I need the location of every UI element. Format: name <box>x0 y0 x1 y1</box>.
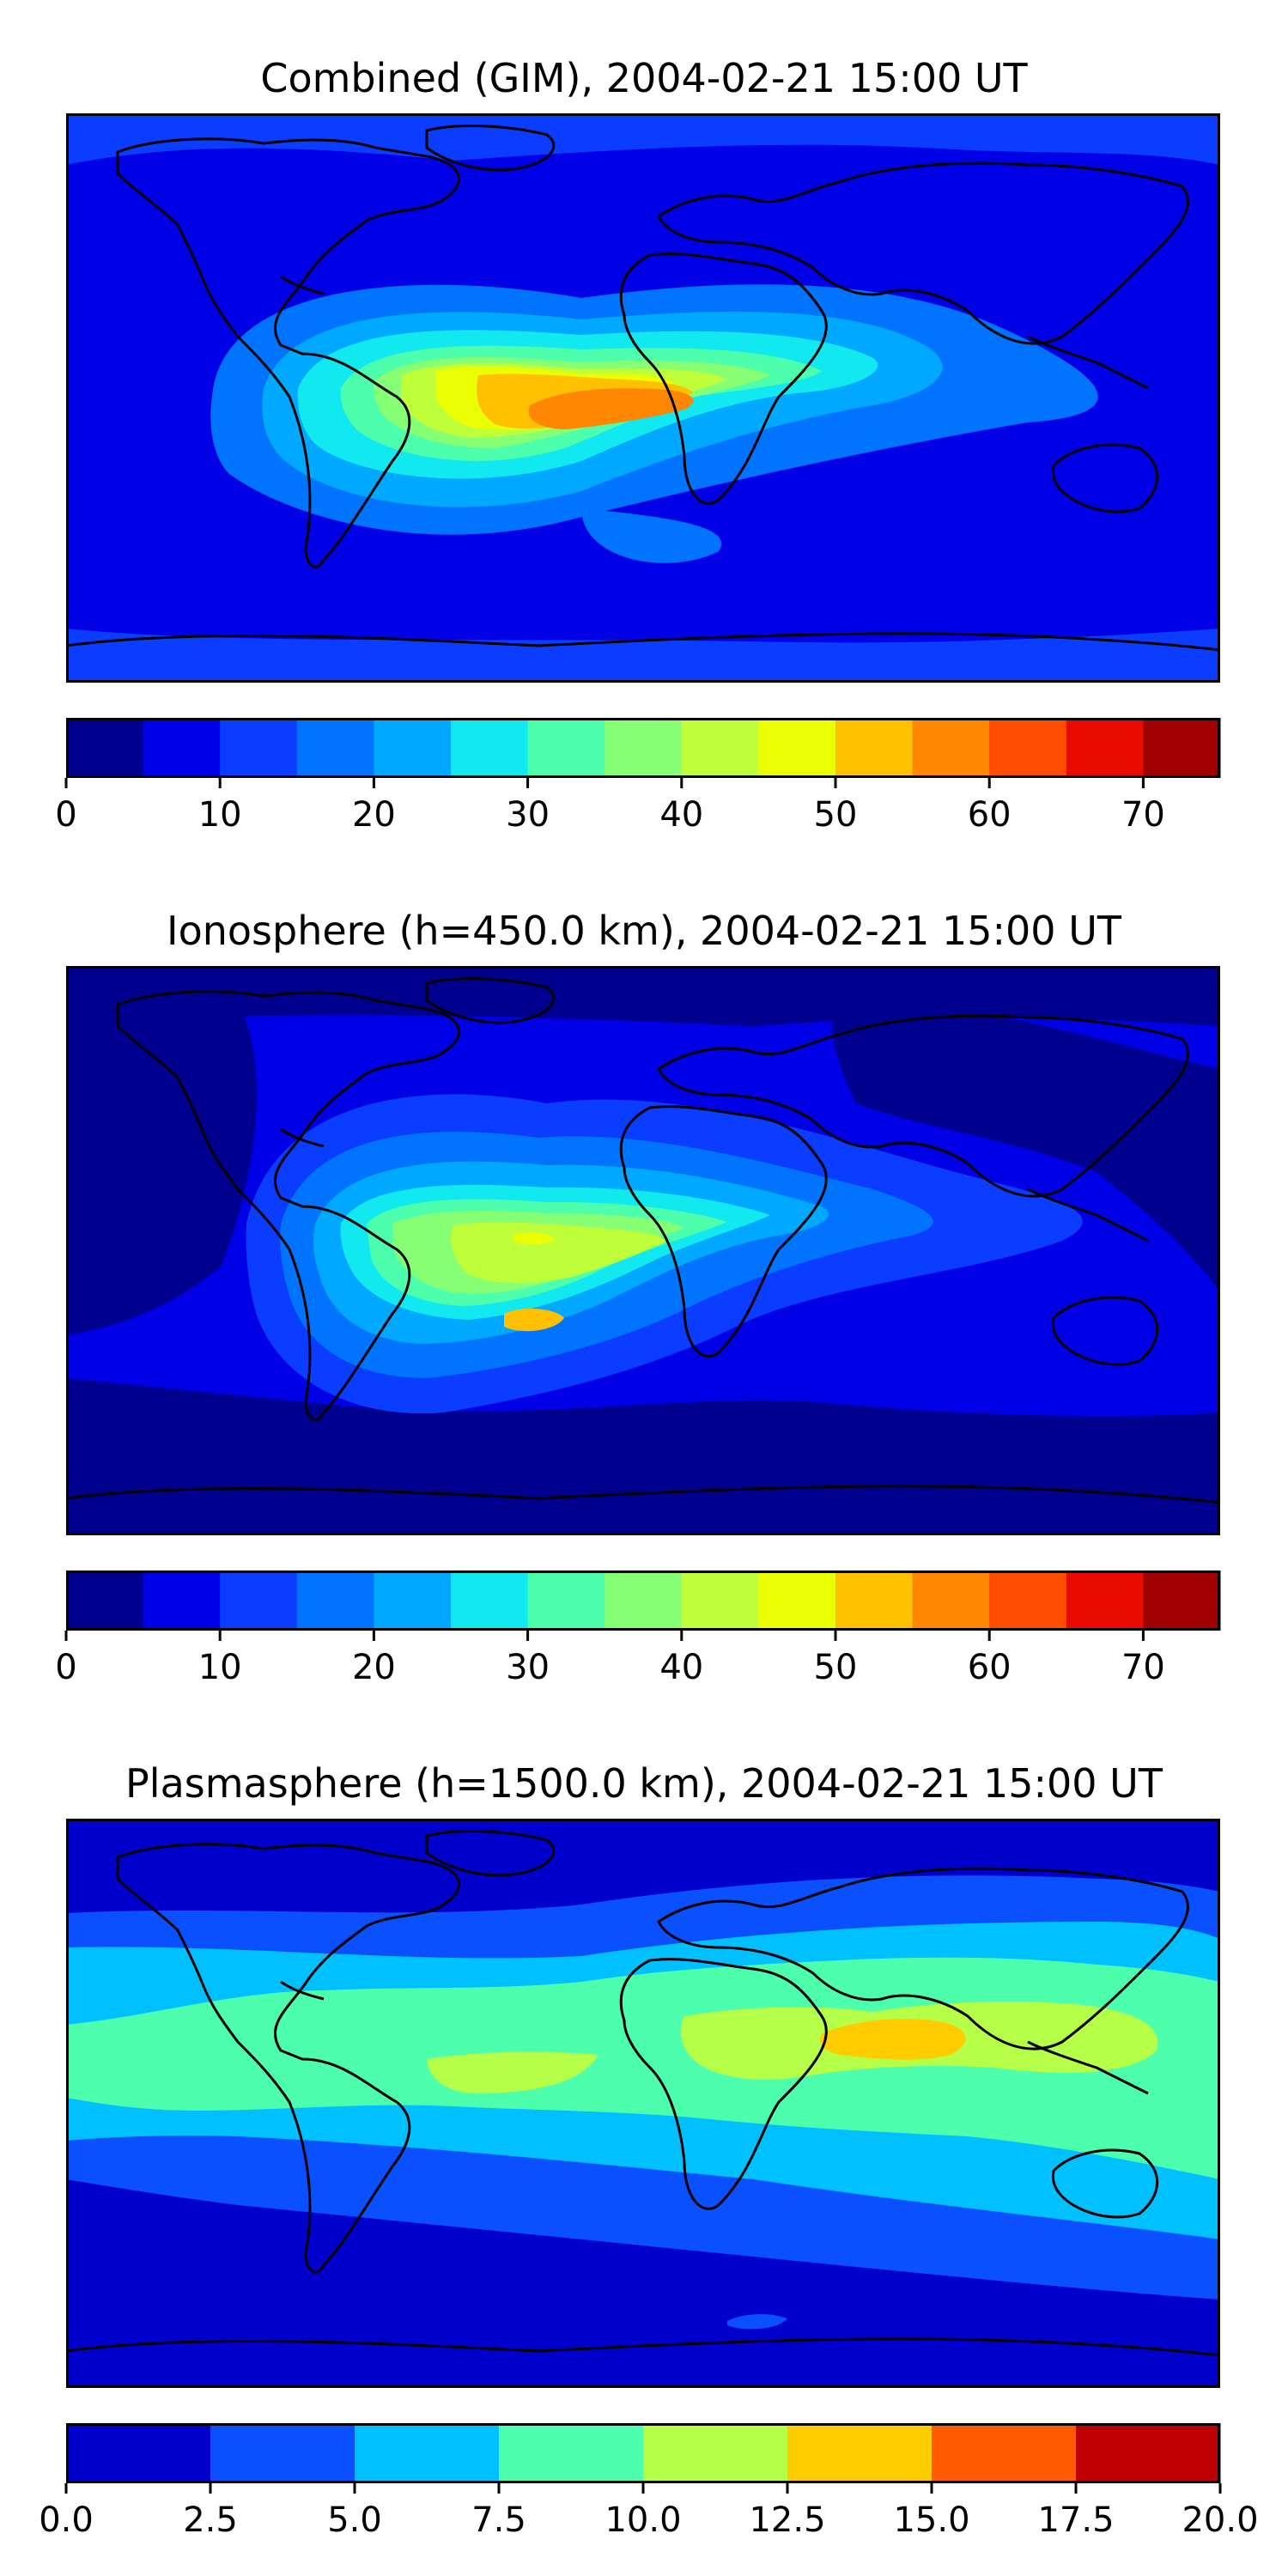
colorbar-tick-label: 70 <box>1121 1648 1165 1687</box>
colorbar-swatch <box>758 718 836 778</box>
colorbar-swatch <box>66 1571 144 1631</box>
colorbar-swatch <box>66 718 144 778</box>
colorbar-swatch <box>296 718 374 778</box>
colorbar-swatch <box>220 1571 298 1631</box>
colorbar-swatch <box>1143 1571 1221 1631</box>
colorbar-swatch <box>210 2423 355 2483</box>
colorbar-swatch <box>912 1571 990 1631</box>
colorbar-tick-label: 12.5 <box>749 2500 826 2540</box>
colorbar-swatch <box>220 718 298 778</box>
colorbar-swatch <box>605 1571 683 1631</box>
colorbar-ticks-plasmasphere: 0.0 2.5 5.0 7.5 10.0 12.5 15.0 17.5 20.0 <box>39 2500 1258 2543</box>
colorbar-swatch <box>681 718 759 778</box>
colorbar-tick-label: 30 <box>506 1648 550 1687</box>
colorbar-swatch <box>1143 718 1221 778</box>
colorbar-tick-label: 15.0 <box>893 2500 970 2540</box>
colorbar-swatch <box>143 1571 221 1631</box>
colorbar-swatch <box>835 718 914 778</box>
panel-title-combined: Combined (GIM), 2004-02-21 15:00 UT <box>260 55 1028 101</box>
colorbar-frame <box>66 718 1220 778</box>
colorbar-tick-label: 50 <box>813 1648 858 1687</box>
colorbar-tick-label: 7.5 <box>471 2500 526 2540</box>
colorbar-tick-label: 17.5 <box>1037 2500 1115 2540</box>
colorbar-tick-label: 0 <box>55 795 77 835</box>
colorbar-swatch <box>758 1571 836 1631</box>
colorbar-swatch <box>66 2423 211 2483</box>
colorbar-tick-label: 60 <box>967 1648 1012 1687</box>
map-ionosphere-tec <box>66 966 1220 1535</box>
colorbar-tick-label: 40 <box>659 795 704 835</box>
colorbar-swatch <box>1076 2423 1221 2483</box>
colorbar-tick-label: 40 <box>659 1648 704 1687</box>
colorbar-swatch <box>527 718 605 778</box>
colorbar-tick-label: 70 <box>1121 795 1165 835</box>
colorbar-combined <box>64 718 1221 788</box>
colorbar-swatch <box>355 2423 500 2483</box>
colorbar-tick-label: 10.0 <box>605 2500 682 2540</box>
colorbar-swatch <box>989 1571 1067 1631</box>
colorbar-frame <box>66 2423 1220 2483</box>
colorbar-tick-label: 2.5 <box>183 2500 238 2540</box>
colorbar-tick-label: 60 <box>967 795 1012 835</box>
colorbar-frame <box>66 1571 1220 1631</box>
colorbar-swatch <box>451 1571 529 1631</box>
colorbar-swatch <box>143 718 221 778</box>
colorbar-tick-label: 0.0 <box>39 2500 94 2540</box>
colorbar-tick-label: 10 <box>197 795 242 835</box>
colorbar-ionosphere <box>64 1571 1221 1641</box>
colorbar-ticks-combined: 0 10 20 30 40 50 60 70 <box>55 795 1220 838</box>
map-plasmasphere-tec <box>66 1819 1220 2388</box>
colorbar-swatch <box>989 718 1067 778</box>
colorbar-swatch <box>787 2423 933 2483</box>
colorbar-swatch <box>1066 1571 1144 1631</box>
colorbar-swatch <box>835 1571 914 1631</box>
colorbar-ticks-ionosphere: 0 10 20 30 40 50 60 70 <box>55 1648 1220 1691</box>
map-combined-tec <box>66 113 1220 683</box>
colorbar-tick-label: 30 <box>506 795 550 835</box>
colorbar-swatch <box>499 2423 644 2483</box>
colorbar-swatch <box>527 1571 605 1631</box>
colorbar-tick-label: 20 <box>351 795 396 835</box>
colorbar-swatch <box>681 1571 759 1631</box>
colorbar-swatch <box>643 2423 788 2483</box>
colorbar-tick-label: 5.0 <box>327 2500 382 2540</box>
panel-title-plasmasphere: Plasmasphere (h=1500.0 km), 2004-02-21 1… <box>125 1760 1163 1807</box>
colorbar-tick-label: 50 <box>813 795 858 835</box>
colorbar-swatch <box>932 2423 1077 2483</box>
colorbar-tick-label: 20.0 <box>1182 2500 1259 2540</box>
colorbar-swatch <box>605 718 683 778</box>
colorbar-swatch <box>451 718 529 778</box>
colorbar-swatch <box>912 718 990 778</box>
colorbar-swatch <box>1066 718 1144 778</box>
colorbar-plasmasphere <box>64 2423 1222 2494</box>
colorbar-tick-label: 20 <box>351 1648 396 1687</box>
colorbar-swatch <box>374 718 452 778</box>
colorbar-tick-label: 10 <box>197 1648 242 1687</box>
colorbar-swatch <box>296 1571 374 1631</box>
panel-title-ionosphere: Ionosphere (h=450.0 km), 2004-02-21 15:0… <box>167 908 1121 954</box>
colorbar-tick-label: 0 <box>55 1648 77 1687</box>
colorbar-swatch <box>374 1571 452 1631</box>
